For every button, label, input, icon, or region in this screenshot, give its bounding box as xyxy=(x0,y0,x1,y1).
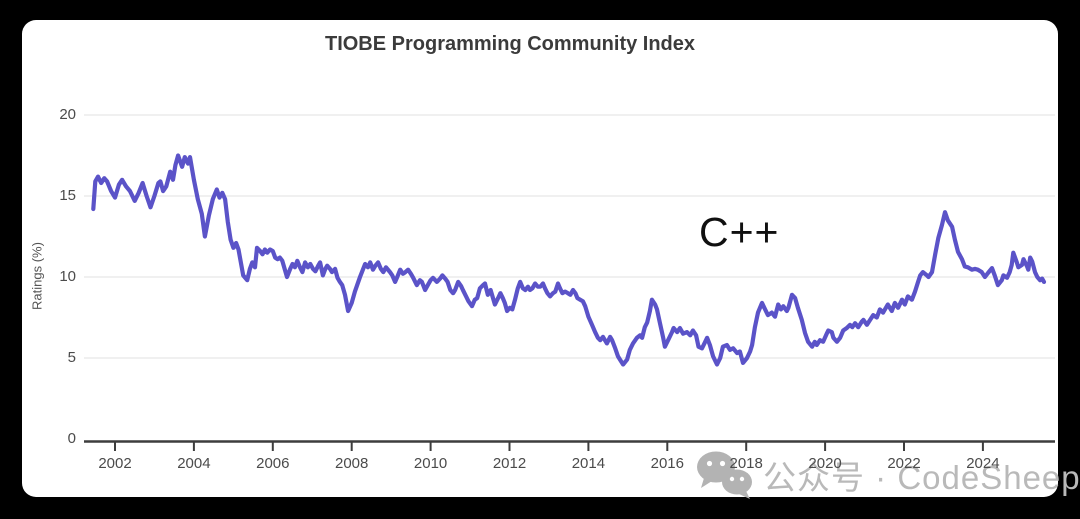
chart-title: TIOBE Programming Community Index xyxy=(324,33,696,55)
watermark-text: 公众号 · CodeSheep xyxy=(763,459,1080,496)
wechat-icon xyxy=(697,451,752,499)
y-axis-title: Ratings (%) xyxy=(29,242,45,310)
watermark: 公众号 · CodeSheep xyxy=(694,449,1080,501)
chart-card xyxy=(22,20,1058,497)
cpp-rating-line xyxy=(91,153,1047,367)
series-label-cpp: C++ xyxy=(699,209,780,255)
